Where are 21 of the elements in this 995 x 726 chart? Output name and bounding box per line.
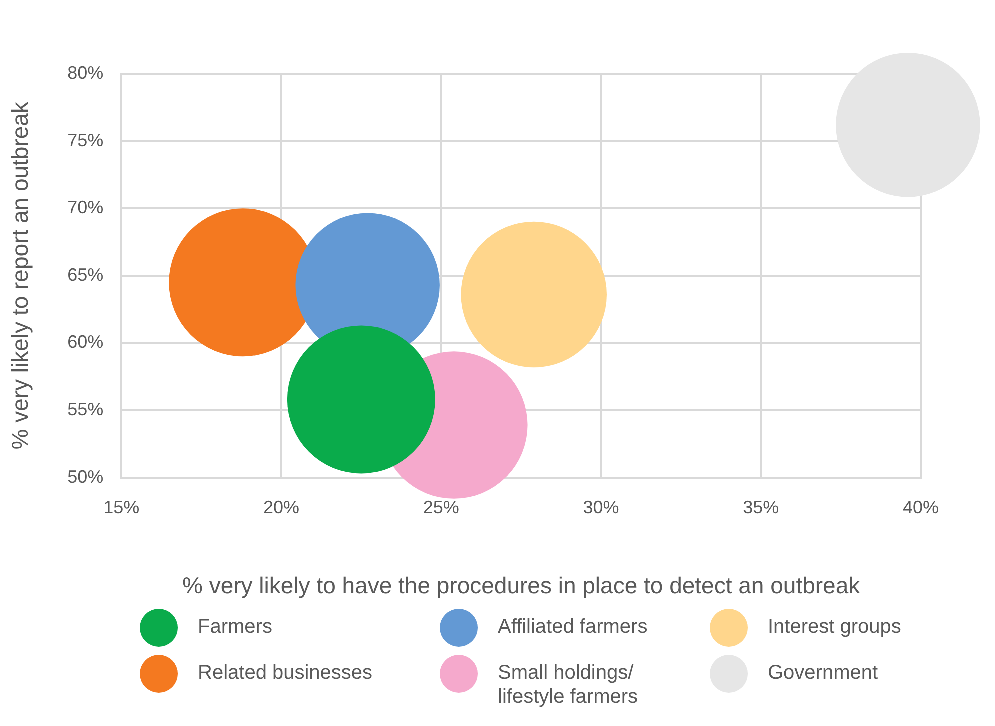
y-axis-title: % very likely to report an outbreak <box>7 102 34 450</box>
legend-label: Small holdings/ lifestyle farmers <box>498 661 640 709</box>
x-tick-label: 35% <box>743 498 780 518</box>
x-axis-title: % very likely to have the procedures in place to detect an outbreak <box>182 572 861 599</box>
legend-label: Government <box>768 661 880 685</box>
y-tick-label: 50% <box>68 466 104 487</box>
x-tick-label: 15% <box>104 498 140 518</box>
y-tick-label: 55% <box>68 399 104 420</box>
x-tick-label: 20% <box>263 498 300 518</box>
y-tick-label: 70% <box>68 198 104 218</box>
x-tick-label: 40% <box>902 498 940 518</box>
y-tick-label: 60% <box>68 332 104 352</box>
y-tick-label: 65% <box>68 264 104 285</box>
legend-label: Affiliated farmers <box>498 615 649 639</box>
y-tick-label: 80% <box>68 62 104 83</box>
y-tick-label: 75% <box>68 130 104 150</box>
legend-label: Farmers <box>198 615 274 639</box>
legend-label: Related businesses <box>198 661 374 685</box>
x-tick-label: 30% <box>583 498 620 518</box>
x-tick-label: 25% <box>423 498 460 518</box>
legend-label: Interest groups <box>768 615 902 639</box>
